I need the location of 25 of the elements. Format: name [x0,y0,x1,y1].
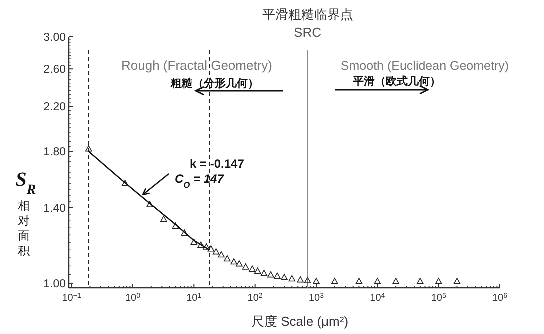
x-tick-label: 10$^{5}$ [431,292,446,304]
text: 相对面积 [18,199,30,258]
annotation: Smooth (Euclidean Geometry) [340,59,510,73]
ref-line-label: SRC [294,25,322,40]
y-tick-label: 1.40 [44,202,66,215]
x-tick-label: 10$^{3}$ [308,292,324,304]
x-tick-label: 10$^{4}$ [370,292,386,304]
x-tick-label: 10$^{−1}$ [62,292,82,304]
y-tick-label: 2.20 [44,102,66,114]
annotation: k = -0.147 [190,157,245,171]
y-tick-label: 2.60 [44,64,66,76]
y-tick-label: 1.80 [44,146,66,159]
y-tick-label: 1.00 [44,278,66,290]
x-tick-label: 10$^{0}$ [125,292,141,304]
chart-title: 平滑粗糙临界点 [262,7,354,22]
ref-line: SRC [294,25,322,288]
annotation: 平滑（欧式几何） [352,75,441,88]
annotation: C$_{O}$ = 147 [175,172,226,190]
x-tick-label: 10$^{6}$ [492,292,508,304]
x-tick-label: 10$^{1}$ [186,292,202,304]
x-axis-title: 尺度 Scale (μm²) [251,314,349,329]
annotation: Rough (Fractal Geometry) [122,58,272,73]
y-tick-label: 3.00 [44,32,66,44]
x-tick-label: 10$^{2}$ [248,292,263,304]
y-axis-title: S$_{R}$ [16,169,36,198]
